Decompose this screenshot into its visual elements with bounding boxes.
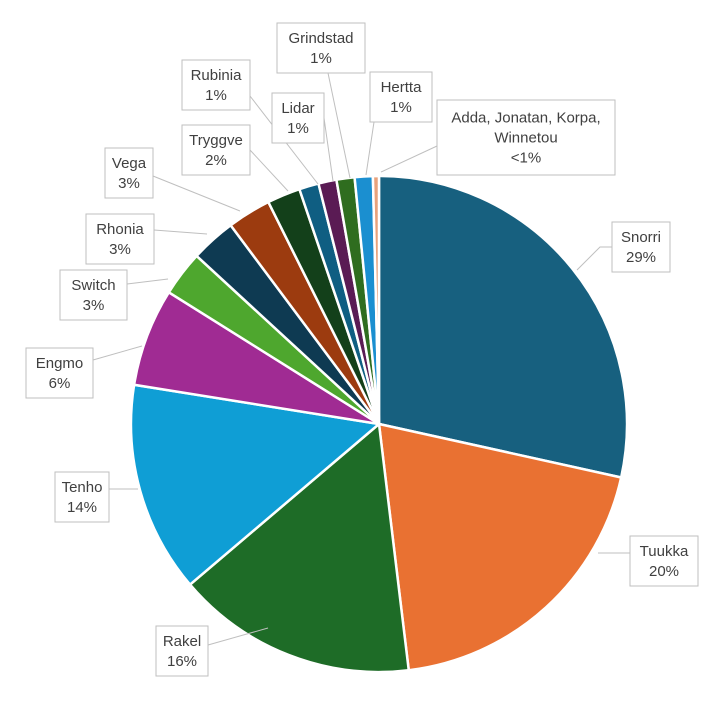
label-name: Tuukka [640, 543, 689, 560]
label-percent: 29% [626, 249, 656, 266]
label-box [155, 625, 209, 677]
data-label: Snorri 29% [611, 221, 671, 273]
leader-line [327, 72, 351, 179]
label-box [54, 471, 110, 523]
label-box [59, 269, 128, 321]
data-label: Engmo 6% [25, 347, 94, 399]
label-name: Winnetou [494, 130, 557, 147]
data-label: Adda, Jonatan, Korpa, Winnetou <1% [436, 99, 616, 176]
label-name: Hertta [381, 79, 423, 96]
label-name: Lidar [281, 100, 314, 117]
label-name: Rakel [163, 633, 201, 650]
data-label: Tenho 14% [54, 471, 110, 523]
data-label: Tuukka 20% [629, 535, 699, 587]
pie-slice-tuukka [377, 422, 623, 672]
data-label: Lidar 1% [271, 92, 325, 144]
label-percent: 1% [205, 87, 227, 104]
label-box [181, 124, 251, 176]
label-percent: 1% [287, 120, 309, 137]
pie-slices [129, 174, 629, 674]
label-box [369, 71, 433, 123]
pie-slice-snorri [377, 174, 629, 479]
label-percent: <1% [511, 150, 541, 167]
leader-line [152, 175, 241, 212]
label-percent: 1% [310, 50, 332, 67]
leader-line [126, 278, 169, 285]
label-percent: 14% [67, 499, 97, 516]
leader-line [92, 345, 143, 361]
label-box [436, 99, 616, 176]
data-label: Switch 3% [59, 269, 128, 321]
label-box [181, 59, 251, 111]
data-label: Hertta 1% [369, 71, 433, 123]
data-label: Tryggve 2% [181, 124, 251, 176]
pie-slice-tenho [129, 383, 382, 587]
label-percent: 2% [205, 152, 227, 169]
leader-line [153, 229, 208, 235]
label-name: Adda, Jonatan, Korpa, [451, 110, 600, 127]
leader-lines [92, 72, 630, 646]
label-name: Grindstad [288, 30, 353, 47]
pie-slice-rakel [188, 421, 411, 674]
label-box [85, 213, 155, 265]
label-percent: 3% [118, 175, 140, 192]
label-name: Tenho [62, 479, 103, 496]
data-label: Rakel 16% [155, 625, 209, 677]
label-percent: 6% [49, 375, 71, 392]
label-percent: 1% [390, 99, 412, 116]
label-name: Switch [71, 277, 115, 294]
label-percent: 20% [649, 563, 679, 580]
label-name: Rhonia [96, 221, 144, 238]
label-box [611, 221, 671, 273]
leader-line [380, 145, 438, 173]
label-percent: 3% [83, 297, 105, 314]
label-box [104, 147, 154, 199]
data-label: Grindstad 1% [276, 22, 366, 74]
leader-line [576, 246, 612, 271]
leader-line [207, 627, 269, 646]
label-box [25, 347, 94, 399]
label-percent: 16% [167, 653, 197, 670]
leader-line [365, 121, 375, 176]
label-name: Rubinia [191, 67, 243, 84]
label-box [276, 22, 366, 74]
label-percent: 3% [109, 241, 131, 258]
data-label: Rubinia 1% [181, 59, 251, 111]
label-box [271, 92, 325, 144]
label-name: Tryggve [189, 132, 243, 149]
label-name: Snorri [621, 229, 661, 246]
data-label: Vega 3% [104, 147, 154, 199]
label-name: Vega [112, 155, 147, 172]
slice-labels: Snorri 29% Tuukka 20% Rakel 16% Tenho 14% Engmo 6… [25, 22, 699, 677]
label-box [629, 535, 699, 587]
label-name: Engmo [36, 355, 84, 372]
data-label: Rhonia 3% [85, 213, 155, 265]
leader-line [249, 149, 289, 192]
pie-slice-adda-jonatan-korpa-winnetou [371, 174, 381, 425]
leader-line [323, 117, 334, 182]
